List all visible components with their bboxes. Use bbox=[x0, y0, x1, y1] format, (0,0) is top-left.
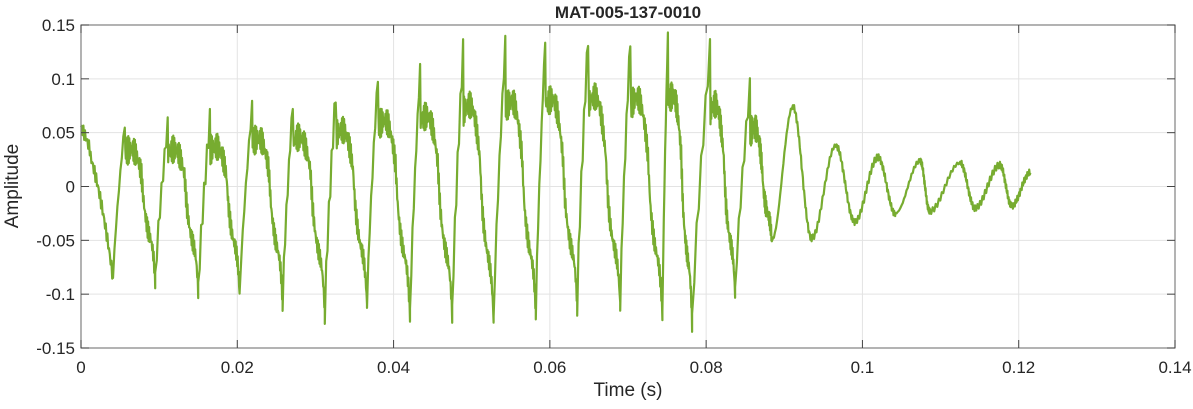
ticks: 0 0.02 0.04 0.06 0.08 0.1 0.12 0.14 -0.15 -0.1 -0.… bbox=[36, 16, 1191, 377]
y-tick-label: 0.05 bbox=[42, 124, 75, 143]
y-tick-label: 0.1 bbox=[51, 70, 75, 89]
x-tick-label: 0.06 bbox=[533, 358, 566, 377]
y-tick-label: 0 bbox=[66, 178, 75, 197]
chart-title: MAT-005-137-0010 bbox=[555, 3, 701, 22]
y-tick-label: 0.15 bbox=[42, 16, 75, 35]
y-tick-label: -0.1 bbox=[46, 285, 75, 304]
x-axis-label: Time (s) bbox=[594, 380, 663, 401]
x-tick-label: 0.04 bbox=[377, 358, 410, 377]
series-line-signal bbox=[80, 31, 1032, 333]
x-tick-label: 0.02 bbox=[221, 358, 254, 377]
x-tick-label: 0.1 bbox=[851, 358, 875, 377]
series-signal bbox=[80, 31, 1032, 333]
y-axis-label: Amplitude bbox=[2, 144, 23, 229]
y-tick-label: -0.15 bbox=[36, 339, 75, 358]
x-tick-label: 0.08 bbox=[690, 358, 723, 377]
x-tick-label: 0.14 bbox=[1158, 358, 1191, 377]
x-tick-label: 0.12 bbox=[1002, 358, 1035, 377]
x-tick-label: 0 bbox=[76, 358, 85, 377]
y-tick-label: -0.05 bbox=[36, 231, 75, 250]
